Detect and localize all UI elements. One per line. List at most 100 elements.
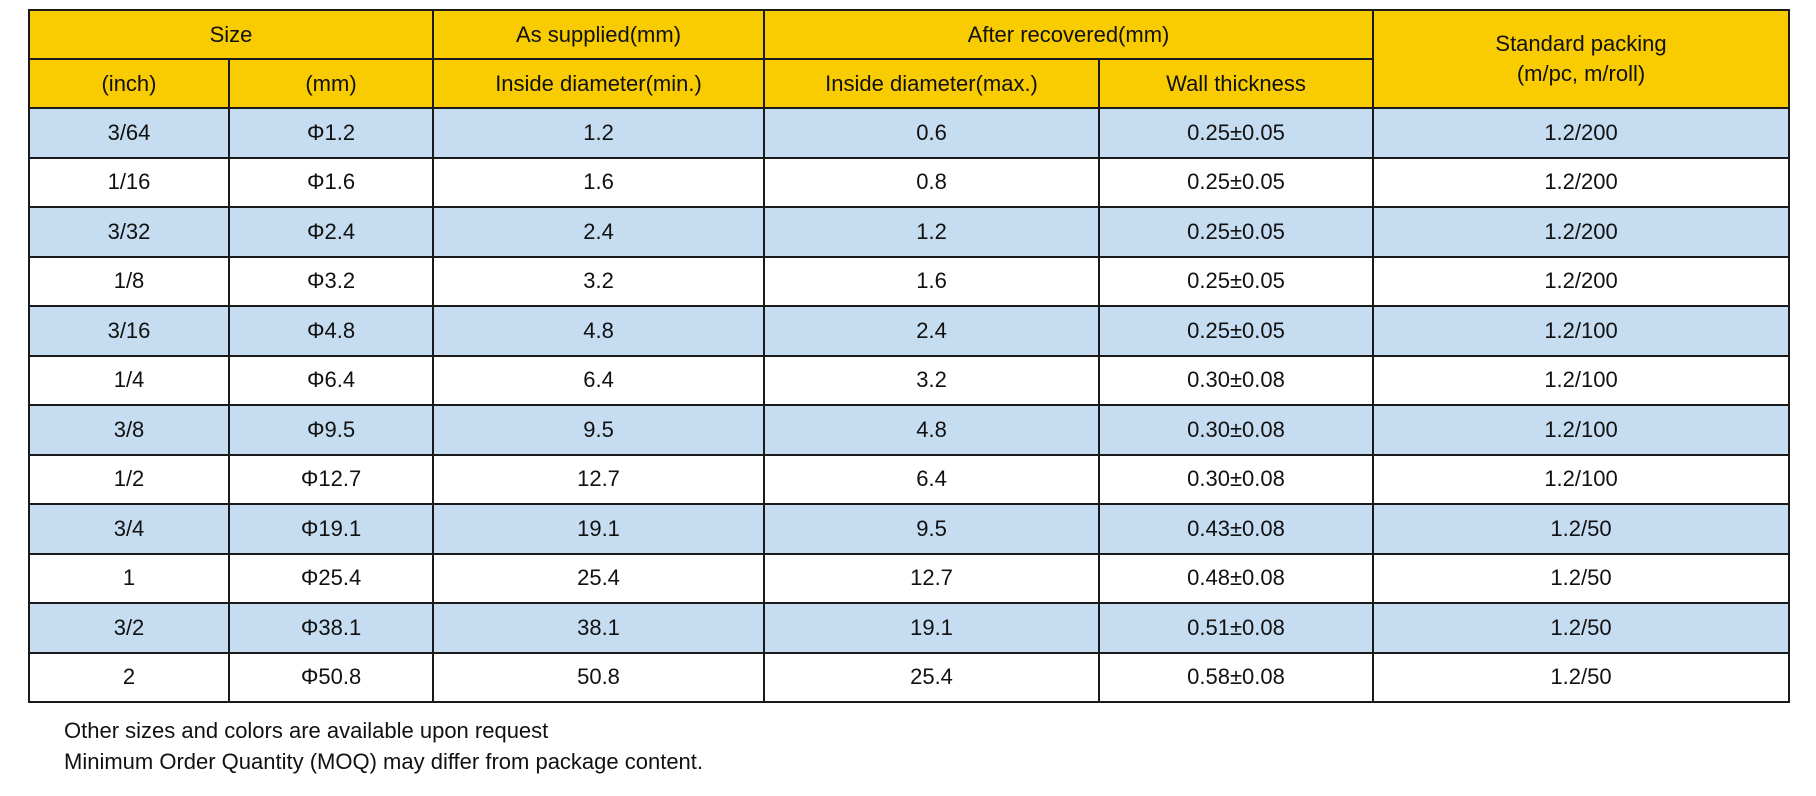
header-packing-line2: (m/pc, m/roll) [1516, 61, 1646, 86]
cell-inside-min: 6.4 [432, 354, 766, 406]
cell-inside-min: 2.4 [432, 206, 766, 258]
cell-mm: Φ38.1 [227, 602, 435, 654]
cell-mm: Φ9.5 [227, 404, 435, 456]
table-row: 3/32 Φ2.4 2.4 1.2 0.25±0.05 1.2/200 [28, 206, 1791, 258]
cell-wall-thickness: 0.48±0.08 [1098, 552, 1375, 604]
cell-inside-min: 38.1 [432, 602, 766, 654]
cell-inch: 3/4 [28, 503, 230, 555]
cell-mm: Φ4.8 [227, 305, 435, 357]
header-as-supplied: As supplied(mm) [432, 9, 766, 60]
cell-packing: 1.2/100 [1372, 354, 1791, 406]
cell-mm: Φ6.4 [227, 354, 435, 406]
table-row: 1/8 Φ3.2 3.2 1.6 0.25±0.05 1.2/200 [28, 255, 1791, 307]
cell-packing: 1.2/50 [1372, 552, 1791, 604]
cell-wall-thickness: 0.25±0.05 [1098, 305, 1375, 357]
header-packing-line1: Standard packing [1495, 31, 1667, 56]
cell-inside-max: 0.8 [763, 156, 1101, 208]
cell-inch: 3/32 [28, 206, 230, 258]
cell-inch: 3/64 [28, 107, 230, 159]
cell-inch: 3/16 [28, 305, 230, 357]
cell-wall-thickness: 0.58±0.08 [1098, 651, 1375, 703]
table-row: 1 Φ25.4 25.4 12.7 0.48±0.08 1.2/50 [28, 552, 1791, 604]
footnotes: Other sizes and colors are available upo… [64, 715, 703, 777]
cell-inch: 1/4 [28, 354, 230, 406]
cell-wall-thickness: 0.25±0.05 [1098, 156, 1375, 208]
cell-inside-min: 1.2 [432, 107, 766, 159]
cell-inside-min: 19.1 [432, 503, 766, 555]
table-row: 1/2 Φ12.7 12.7 6.4 0.30±0.08 1.2/100 [28, 453, 1791, 505]
table-row: 1/4 Φ6.4 6.4 3.2 0.30±0.08 1.2/100 [28, 354, 1791, 406]
cell-inch: 1 [28, 552, 230, 604]
table-row: 3/8 Φ9.5 9.5 4.8 0.30±0.08 1.2/100 [28, 404, 1791, 456]
cell-inside-max: 1.2 [763, 206, 1101, 258]
cell-packing: 1.2/50 [1372, 503, 1791, 555]
table-row: 3/2 Φ38.1 38.1 19.1 0.51±0.08 1.2/50 [28, 602, 1791, 654]
header-inside-max: Inside diameter(max.) [763, 58, 1101, 109]
cell-wall-thickness: 0.30±0.08 [1098, 404, 1375, 456]
cell-mm: Φ2.4 [227, 206, 435, 258]
cell-inside-max: 6.4 [763, 453, 1101, 505]
cell-wall-thickness: 0.43±0.08 [1098, 503, 1375, 555]
cell-inside-max: 3.2 [763, 354, 1101, 406]
cell-inside-max: 0.6 [763, 107, 1101, 159]
table-row: 3/64 Φ1.2 1.2 0.6 0.25±0.05 1.2/200 [28, 107, 1791, 159]
cell-wall-thickness: 0.25±0.05 [1098, 206, 1375, 258]
spec-table: Size As supplied(mm) After recovered(mm)… [27, 9, 1791, 703]
header-inside-min: Inside diameter(min.) [432, 58, 766, 109]
table-body: 3/64 Φ1.2 1.2 0.6 0.25±0.05 1.2/200 1/16 Φ1.6 1.… [28, 107, 1791, 703]
table-row: 2 Φ50.8 50.8 25.4 0.58±0.08 1.2/50 [28, 651, 1791, 703]
cell-inside-max: 4.8 [763, 404, 1101, 456]
note-sizes: Other sizes and colors are available upo… [64, 718, 549, 743]
cell-inside-max: 2.4 [763, 305, 1101, 357]
cell-inside-min: 25.4 [432, 552, 766, 604]
cell-packing: 1.2/200 [1372, 255, 1791, 307]
cell-mm: Φ12.7 [227, 453, 435, 505]
cell-mm: Φ3.2 [227, 255, 435, 307]
table-row: 3/4 Φ19.1 19.1 9.5 0.43±0.08 1.2/50 [28, 503, 1791, 555]
cell-inside-max: 12.7 [763, 552, 1101, 604]
header-after-recovered: After recovered(mm) [763, 9, 1375, 60]
header-row-group: Size As supplied(mm) After recovered(mm)… [27, 9, 1791, 109]
cell-mm: Φ1.2 [227, 107, 435, 159]
spec-table-container: Size As supplied(mm) After recovered(mm)… [27, 9, 1791, 703]
cell-packing: 1.2/100 [1372, 404, 1791, 456]
cell-inch: 1/16 [28, 156, 230, 208]
cell-packing: 1.2/200 [1372, 107, 1791, 159]
cell-inside-max: 19.1 [763, 602, 1101, 654]
cell-inch: 2 [28, 651, 230, 703]
cell-packing: 1.2/50 [1372, 651, 1791, 703]
header-mm: (mm) [227, 58, 435, 109]
cell-inside-max: 1.6 [763, 255, 1101, 307]
cell-wall-thickness: 0.30±0.08 [1098, 354, 1375, 406]
header-wall-thickness: Wall thickness [1098, 58, 1375, 109]
cell-inside-min: 4.8 [432, 305, 766, 357]
cell-wall-thickness: 0.51±0.08 [1098, 602, 1375, 654]
header-row-sub: (inch) (mm) Inside diameter(min.) Inside… [28, 58, 1789, 109]
cell-packing: 1.2/200 [1372, 156, 1791, 208]
cell-wall-thickness: 0.30±0.08 [1098, 453, 1375, 505]
note-moq: Minimum Order Quantity (MOQ) may differ … [64, 749, 704, 774]
cell-wall-thickness: 0.25±0.05 [1098, 107, 1375, 159]
cell-mm: Φ1.6 [227, 156, 435, 208]
cell-inside-min: 3.2 [432, 255, 766, 307]
cell-packing: 1.2/200 [1372, 206, 1791, 258]
cell-inside-max: 9.5 [763, 503, 1101, 555]
table-header: Size As supplied(mm) After recovered(mm)… [27, 9, 1791, 109]
cell-inch: 1/2 [28, 453, 230, 505]
header-size: Size [27, 9, 435, 60]
cell-packing: 1.2/100 [1372, 453, 1791, 505]
table-row: 1/16 Φ1.6 1.6 0.8 0.25±0.05 1.2/200 [28, 156, 1791, 208]
cell-inch: 3/8 [28, 404, 230, 456]
cell-wall-thickness: 0.25±0.05 [1098, 255, 1375, 307]
cell-mm: Φ25.4 [227, 552, 435, 604]
header-standard-packing: Standard packing (m/pc, m/roll) [1372, 9, 1791, 109]
cell-inside-min: 50.8 [432, 651, 766, 703]
cell-mm: Φ50.8 [227, 651, 435, 703]
cell-inside-min: 12.7 [432, 453, 766, 505]
cell-inside-min: 1.6 [432, 156, 766, 208]
header-inch: (inch) [28, 58, 230, 109]
table-row: 3/16 Φ4.8 4.8 2.4 0.25±0.05 1.2/100 [28, 305, 1791, 357]
cell-inch: 1/8 [28, 255, 230, 307]
cell-packing: 1.2/50 [1372, 602, 1791, 654]
cell-inside-min: 9.5 [432, 404, 766, 456]
